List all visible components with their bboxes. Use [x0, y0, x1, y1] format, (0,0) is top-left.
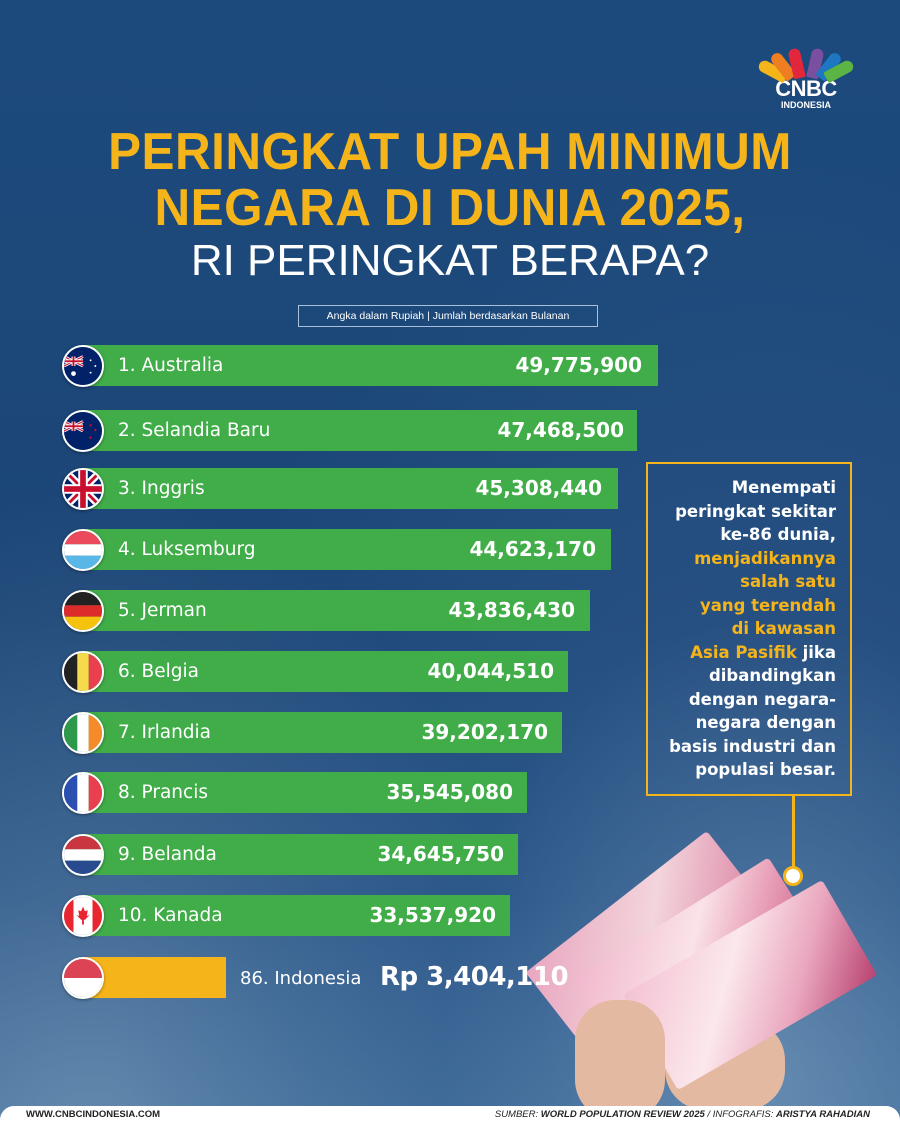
- country-label: 9. Belanda: [118, 844, 217, 865]
- title-line-1: PERINGKAT UPAH MINIMUM: [108, 123, 792, 181]
- country-label: 5. Jerman: [118, 600, 207, 621]
- callout-highlight: menjadikannya: [694, 548, 836, 568]
- bar-row: 9. Belanda 34,645,750: [0, 834, 900, 876]
- logo-subtext: INDONESIA: [780, 100, 831, 110]
- wage-value: 45,308,440: [475, 476, 602, 500]
- ireland-flag-icon: [62, 712, 104, 754]
- germany-flag-icon: [62, 590, 104, 632]
- bar-row: 4. Luksemburg 44,623,170: [0, 529, 900, 571]
- callout-text: peringkat sekitar: [675, 501, 836, 521]
- wage-value: 49,775,900: [515, 353, 642, 377]
- country-label: 1. Australia: [118, 355, 224, 376]
- callout-text: dibandingkan: [708, 666, 836, 685]
- bar-highlight: [82, 957, 226, 998]
- wage-value: 39,202,170: [421, 720, 548, 744]
- wage-value: 34,645,750: [377, 842, 504, 866]
- callout-highlight: Asia Pasifik: [690, 642, 797, 662]
- indonesia-flag-icon: [62, 957, 104, 999]
- bar: [82, 590, 590, 631]
- callout-connector: [792, 796, 795, 874]
- wage-value: 43,836,430: [448, 598, 575, 622]
- bar: [82, 529, 611, 570]
- callout-highlight: salah satu: [740, 572, 836, 591]
- bar: [82, 468, 618, 509]
- wage-value: 40,044,510: [427, 659, 554, 683]
- bar-row: 7. Irlandia 39,202,170: [0, 712, 900, 754]
- callout-text: negara dengan: [695, 713, 836, 732]
- bar: [82, 834, 518, 875]
- france-flag-icon: [62, 772, 104, 814]
- callout-highlight: yang terendah: [699, 595, 836, 615]
- bar-row: 1. Australia 49,775,900: [0, 345, 900, 387]
- uk-flag-icon: [62, 468, 104, 510]
- bar-row: 10. Kanada 33,537,920: [0, 895, 900, 937]
- callout-text: ke-86 dunia,: [720, 525, 836, 544]
- wage-value: 35,545,080: [386, 780, 513, 804]
- logo-text: CNBC: [775, 76, 837, 101]
- netherlands-flag-icon: [62, 834, 104, 876]
- country-label: 86. Indonesia: [240, 968, 362, 989]
- country-label: 4. Luksemburg: [118, 539, 256, 560]
- bar: [82, 345, 658, 386]
- bar: [82, 895, 510, 936]
- callout-text: dengan negara-: [688, 689, 836, 709]
- country-label: 6. Belgia: [118, 661, 199, 682]
- wage-value: 47,468,500: [497, 418, 624, 442]
- footer: WWW.CNBCINDONESIA.COM SUMBER: WORLD POPU…: [0, 1106, 900, 1125]
- wage-value: Rp 3,404,110: [380, 962, 569, 992]
- wage-value: 33,537,920: [369, 903, 496, 927]
- subtitle: RI PERINGKAT BERAPA?: [190, 236, 710, 285]
- canada-flag-icon: [62, 895, 104, 937]
- bar: [82, 772, 527, 813]
- bar-row: 3. Inggris 45,308,440: [0, 468, 900, 510]
- bar-row-indonesia: 86. Indonesia Rp 3,404,110: [0, 957, 900, 999]
- callout-text: jika: [796, 642, 836, 662]
- callout-dot: [783, 866, 803, 886]
- banknotes-illustration: [515, 830, 878, 1120]
- bar: [82, 651, 568, 692]
- callout-text: basis industri dan: [669, 736, 836, 756]
- cnbc-logo: CNBC INDONESIA: [756, 42, 856, 110]
- bar-row: 2. Selandia Baru 47,468,500: [0, 410, 900, 452]
- callout-text: Menempati: [731, 478, 836, 497]
- callout-text: populasi besar.: [695, 760, 836, 779]
- australia-flag-icon: [62, 345, 104, 387]
- callout-box: Menempati peringkat sekitar ke-86 dunia,…: [646, 462, 852, 796]
- new-zealand-flag-icon: [62, 410, 104, 452]
- title-line-2: NEGARA DI DUNIA 2025,: [154, 179, 746, 237]
- country-label: 3. Inggris: [118, 478, 205, 499]
- unit-note: Angka dalam Rupiah | Jumlah berdasarkan …: [298, 305, 598, 327]
- luxembourg-flag-icon: [62, 529, 104, 571]
- belgium-flag-icon: [62, 651, 104, 693]
- bar: [82, 410, 637, 451]
- callout-highlight: di kawasan: [731, 619, 836, 638]
- country-label: 8. Prancis: [118, 782, 208, 803]
- website-link[interactable]: WWW.CNBCINDONESIA.COM: [26, 1109, 161, 1120]
- bar-row: 8. Prancis 35,545,080: [0, 772, 900, 814]
- bar-row: 6. Belgia 40,044,510: [0, 651, 900, 693]
- country-label: 10. Kanada: [118, 905, 223, 926]
- country-label: 2. Selandia Baru: [118, 420, 271, 441]
- wage-value: 44,623,170: [469, 537, 596, 561]
- peacock-icon: [756, 42, 856, 84]
- bar: [82, 712, 562, 753]
- country-label: 7. Irlandia: [118, 722, 212, 743]
- bar-row: 5. Jerman 43,836,430: [0, 590, 900, 632]
- source-credit: SUMBER: WORLD POPULATION REVIEW 2025 / I…: [494, 1109, 870, 1120]
